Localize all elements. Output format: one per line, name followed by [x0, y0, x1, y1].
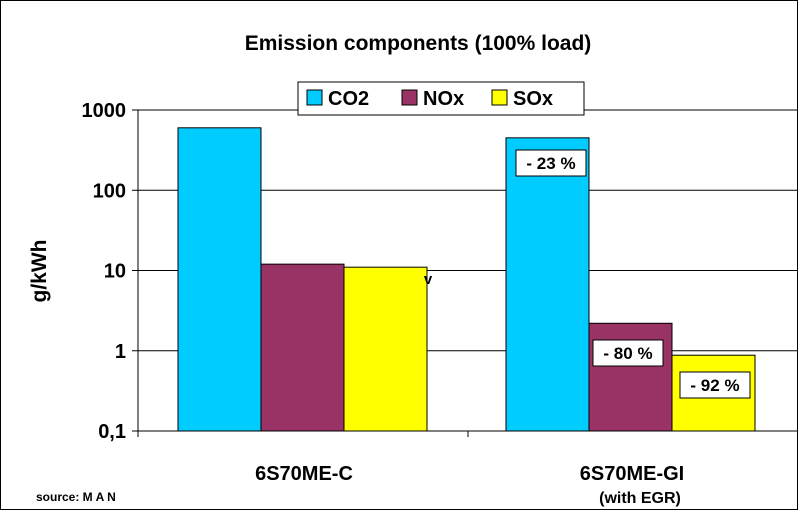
- source-note: source: M A N: [36, 490, 116, 504]
- annotation-box: [515, 149, 587, 177]
- annotation-box: [592, 339, 664, 367]
- annotation-sox: - 92 %: [690, 376, 739, 395]
- bar-nox-1: [588, 322, 673, 432]
- annotations: - 23 % - 80 % - 92 %: [515, 149, 751, 399]
- stray-mark: v: [424, 271, 433, 288]
- legend-label-sox: SOx: [513, 88, 553, 110]
- bar-sox-0: [343, 266, 428, 432]
- category-label: 6S70ME-GI: [580, 463, 684, 485]
- y-tick-label: 1: [115, 341, 126, 363]
- y-tick-labels: 0,1 1 10 100 1000: [82, 100, 127, 443]
- legend-swatch-sox: [491, 89, 508, 106]
- bar-co2-1: [505, 137, 590, 432]
- category-label: 6S70ME-C: [255, 463, 353, 485]
- annotation-box: [679, 371, 751, 399]
- annotation-nox: - 80 %: [603, 344, 652, 363]
- legend: CO2 NOx SOx: [297, 81, 585, 116]
- legend-box: [297, 81, 585, 116]
- category-labels: 6S70ME-C 6S70ME-GI (with EGR): [255, 463, 684, 507]
- bar-co2-0: [177, 127, 262, 432]
- y-tick-label: 10: [104, 261, 126, 283]
- category-subtitle: (with EGR): [599, 490, 681, 507]
- legend-label-nox: NOx: [423, 88, 464, 110]
- y-tick-label: 1000: [82, 100, 127, 122]
- annotation-co2: - 23 %: [526, 154, 575, 173]
- legend-swatch-co2: [306, 89, 323, 106]
- bar-nox-0: [260, 263, 345, 432]
- chart-title: Emission components (100% load): [245, 32, 592, 55]
- y-axis-title: g/kWh: [28, 240, 51, 303]
- y-tick-label: 100: [93, 180, 126, 202]
- y-tick-label: 0,1: [98, 421, 126, 443]
- legend-swatch-nox: [401, 89, 418, 106]
- legend-label-co2: CO2: [328, 88, 369, 110]
